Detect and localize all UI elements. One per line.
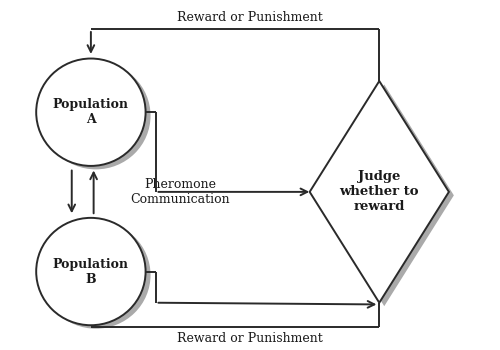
Polygon shape bbox=[310, 81, 449, 303]
Text: Reward or Punishment: Reward or Punishment bbox=[177, 11, 323, 24]
Ellipse shape bbox=[36, 218, 146, 325]
Text: Population
B: Population B bbox=[53, 258, 129, 286]
Ellipse shape bbox=[41, 221, 150, 329]
Ellipse shape bbox=[36, 58, 146, 166]
Ellipse shape bbox=[41, 62, 150, 169]
Polygon shape bbox=[314, 84, 454, 306]
Text: Pheromone
Communication: Pheromone Communication bbox=[130, 178, 230, 206]
Text: Reward or Punishment: Reward or Punishment bbox=[177, 332, 323, 345]
Text: Judge
whether to
reward: Judge whether to reward bbox=[340, 170, 419, 214]
Text: Population
A: Population A bbox=[53, 98, 129, 126]
